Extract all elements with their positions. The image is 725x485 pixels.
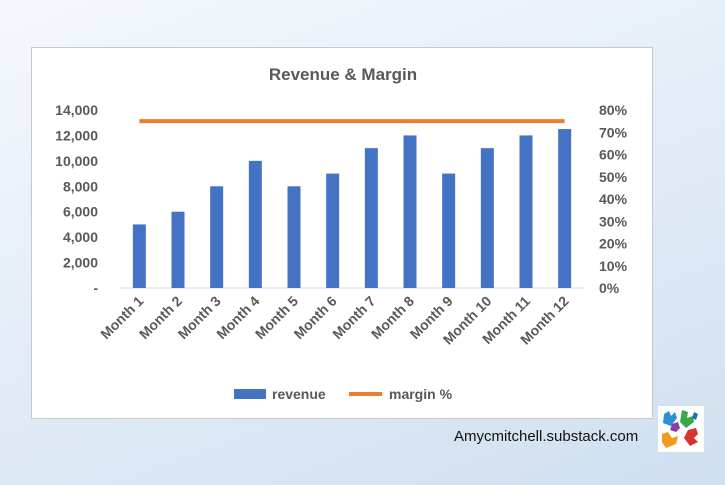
y-left-tick-label: 2,000 <box>63 255 98 271</box>
y-right-tick-label: 80% <box>599 102 628 118</box>
legend-revenue-label: revenue <box>272 386 326 402</box>
revenue-margin-chart: Revenue & Margin - 2,000 4,000 6,000 8,000 10… <box>55 65 628 402</box>
revenue-bar <box>480 148 494 288</box>
revenue-bar <box>364 148 378 288</box>
revenue-bar <box>210 186 224 288</box>
y-right-tick-label: 20% <box>599 236 628 252</box>
legend[interactable]: revenue margin % <box>234 386 453 402</box>
y-axis-right: 0% 10% 20% 30% 40% 50% 60% 70% 80% <box>599 102 628 296</box>
legend-revenue-swatch <box>234 389 266 399</box>
y-left-tick-label: - <box>93 280 98 296</box>
y-left-tick-label: 4,000 <box>63 229 98 245</box>
colorful-hands-logo-icon <box>658 406 704 452</box>
y-axis-left: - 2,000 4,000 6,000 8,000 10,000 12,000 14,000 <box>55 102 98 296</box>
revenue-bar <box>287 186 301 288</box>
chart-card: Revenue & Margin - 2,000 4,000 6,000 8,000 10… <box>31 47 653 419</box>
revenue-bar <box>171 211 185 288</box>
y-right-tick-label: 0% <box>599 280 620 296</box>
revenue-bar <box>132 224 146 288</box>
y-right-tick-label: 10% <box>599 258 628 274</box>
watermark-text: Amycmitchell.substack.com <box>454 428 639 445</box>
revenue-bar <box>442 173 456 288</box>
y-left-tick-label: 12,000 <box>55 127 98 143</box>
y-left-tick-label: 10,000 <box>55 153 98 169</box>
y-left-tick-label: 14,000 <box>55 102 98 118</box>
revenue-bars <box>132 129 572 288</box>
y-right-tick-label: 40% <box>599 191 628 207</box>
legend-margin-label: margin % <box>389 386 453 402</box>
y-right-tick-label: 60% <box>599 147 628 163</box>
revenue-bar <box>403 135 417 288</box>
y-right-tick-label: 50% <box>599 169 628 185</box>
y-left-tick-label: 8,000 <box>63 178 98 194</box>
y-left-tick-label: 6,000 <box>63 204 98 220</box>
revenue-bar <box>248 160 262 288</box>
chart-title: Revenue & Margin <box>269 65 417 84</box>
y-right-tick-label: 30% <box>599 213 628 229</box>
revenue-bar <box>519 135 533 288</box>
revenue-bar <box>558 129 572 288</box>
y-right-tick-label: 70% <box>599 124 628 140</box>
revenue-bar <box>326 173 340 288</box>
